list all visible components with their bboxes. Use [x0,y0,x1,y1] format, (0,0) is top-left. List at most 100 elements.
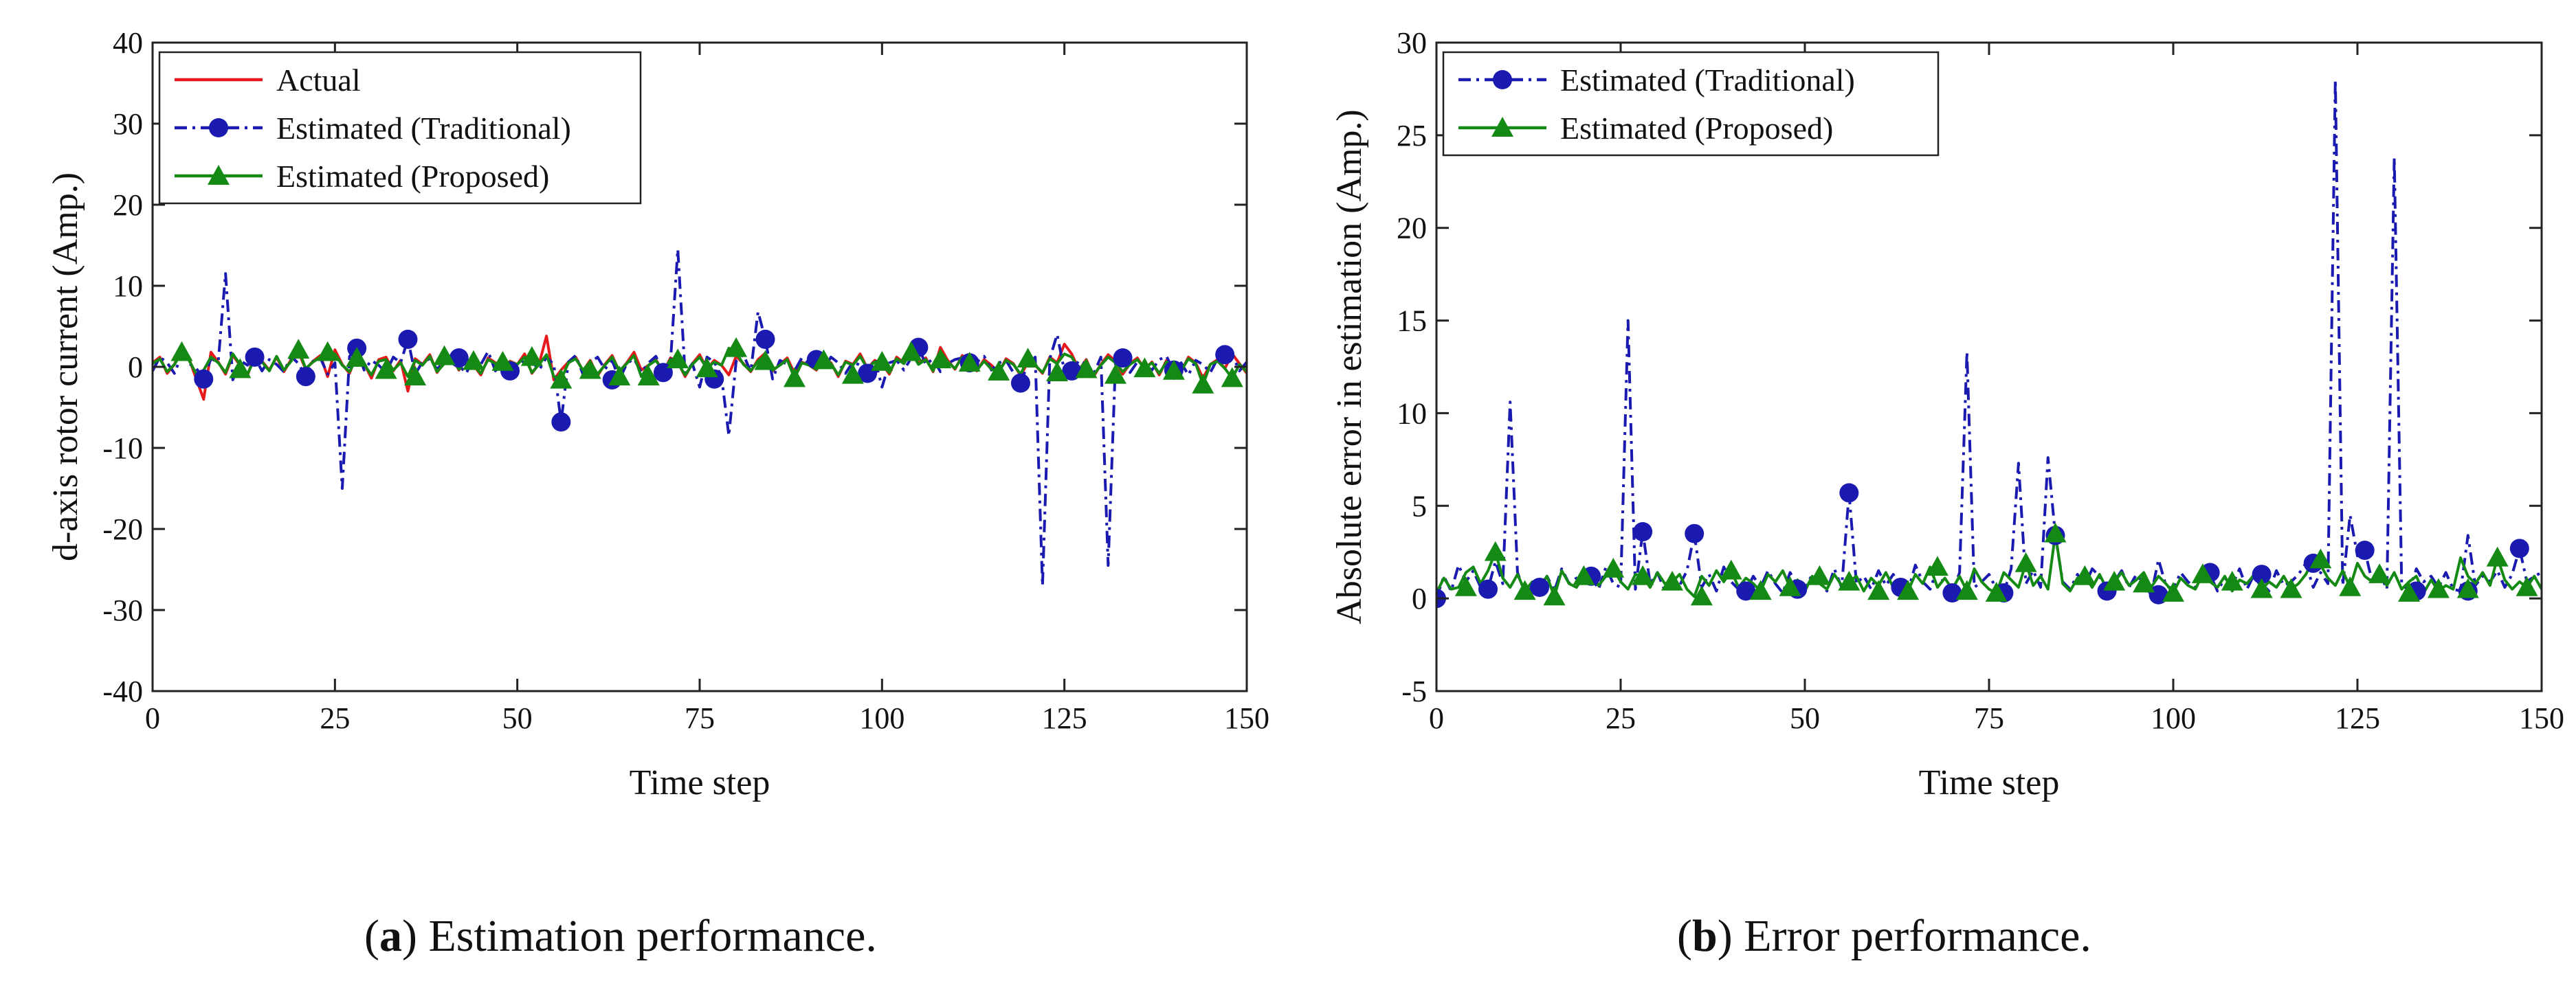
chart-a-marker-traditional-18 [1113,348,1133,368]
chart-a-legend-marker-1 [209,118,228,137]
chart-b-marker-proposed-3 [1543,585,1566,606]
chart-b-series-line-1 [1436,532,2542,598]
chart-b-marker-proposed-19 [2014,552,2037,572]
chart-b-marker-traditional-8 [1839,483,1859,503]
chart-b-marker-proposed-15 [1897,580,1920,600]
caption-a-text: Estimation performance. [417,911,877,961]
chart-a-marker-proposed-25 [958,352,981,372]
chart-b-marker-proposed-18 [1985,582,2008,602]
chart-b-xtick-label-4: 100 [2151,701,2196,735]
chart-b-series-group [1436,78,2542,609]
chart-a-marker-proposed-6 [404,365,427,385]
chart-a-xtick-label-4: 100 [859,701,904,735]
chart-b-ytick-label-1: 0 [1412,582,1427,616]
chart-b-marker-proposed-16 [1926,556,1948,576]
chart-a-marker-proposed-9 [491,350,514,371]
chart-a-xtick-label-5: 125 [1042,701,1087,735]
chart-a-marker-traditional-13 [858,363,878,383]
chart-a-legend-box [158,51,642,205]
chart-a-marker-proposed-17 [725,337,748,357]
chart-a-marker-proposed-7 [433,345,456,365]
caption-b-text: Error performance. [1732,911,2091,961]
chart-a-marker-traditional-7 [551,412,571,432]
chart-a-ytick-label-6: 20 [113,188,143,222]
chart-a-marker-proposed-5 [375,359,397,379]
chart-b-ytick-label-6: 25 [1397,119,1427,153]
caption-a-letter: a [379,911,402,961]
chart-b-ytick-label-0: -5 [1401,675,1427,708]
chart-a-marker-proposed-33 [1192,373,1214,394]
chart-b-ytick-label-5: 20 [1397,212,1427,245]
chart-a-ytick-label-4: 0 [128,350,143,384]
chart-a: 0 25 50 75 100 125 150 -40 -30 -20 -10 0 10 20 30 40 Tim… [46,26,1269,802]
chart-a-marker-traditional-0 [194,369,214,389]
caption-b: (b) Error performance. [1677,911,2091,961]
chart-a-xtick-label-6: 150 [1224,701,1269,735]
chart-b-marker-proposed-0 [1454,576,1477,596]
chart-b-marker-proposed-26 [2221,570,2243,591]
chart-b-ytick-label-4: 15 [1397,304,1427,338]
chart-b-marker-proposed-20 [2044,522,2067,543]
chart-a-xtick-label-1: 25 [320,701,350,735]
chart-b-marker-proposed-1 [1484,541,1507,561]
chart-a-xtick-label-0: 0 [145,701,160,735]
chart-a-legend-marker-2 [208,165,230,185]
chart-a-x-axis-title: Time step [630,763,770,802]
chart-b-legend-label-0: Estimated (Traditional) [1560,63,1855,98]
chart-b-marker-traditional-16 [2252,565,2272,585]
caption-b-letter: b [1691,911,1718,961]
chart-a-y-axis-title: d-axis rotor current (Amp.) [46,172,85,561]
chart-a-marker-proposed-23 [900,341,922,361]
chart-a-marker-traditional-2 [296,367,315,387]
chart-b-marker-traditional-4 [1633,522,1653,542]
chart-b-marker-proposed-32 [2398,582,2421,602]
chart-b-legend-label-1: Estimated (Proposed) [1560,111,1833,146]
chart-b-marker-proposed-27 [2250,578,2273,598]
chart-a-series-line-1 [153,247,1247,587]
chart-a-marker-proposed-27 [1017,348,1039,368]
chart-b-marker-proposed-29 [2309,548,2332,569]
chart-a-marker-proposed-15 [667,348,689,369]
chart-a-series-line-0 [153,335,1247,401]
chart-b-marker-proposed-31 [2368,563,2391,583]
chart-b-marker-proposed-2 [1513,580,1536,600]
chart-a-xtick-label-2: 50 [502,701,533,735]
chart-b-marker-proposed-28 [2280,578,2302,598]
chart-b-legend-marker-0 [1493,70,1512,89]
chart-a-marker-proposed-29 [1075,358,1098,379]
chart-b-marker-proposed-13 [1838,570,1861,591]
chart-b-xtick-label-2: 50 [1790,701,1820,735]
chart-b-marker-proposed-24 [2162,582,2184,602]
chart-a-marker-traditional-20 [1215,345,1235,365]
chart-b-marker-traditional-6 [1736,581,1756,601]
chart-b-marker-traditional-5 [1685,523,1705,543]
chart-a-marker-proposed-14 [637,365,660,385]
chart-b-marker-proposed-11 [1779,576,1801,596]
chart-b-marker-proposed-35 [2486,546,2509,567]
chart-b-xtick-label-1: 25 [1606,701,1636,735]
chart-a-marker-proposed-12 [579,359,601,379]
chart-b-legend-box [1442,51,1940,157]
chart-b-x-axis-title: Time step [1919,763,2060,802]
chart-a-ytick-label-8: 40 [113,26,143,60]
chart-b-marker-proposed-25 [2191,563,2214,583]
chart-a-ytick-label-5: 10 [113,269,143,303]
chart-b-marker-proposed-17 [1955,580,1978,600]
chart-b-marker-proposed-14 [1867,580,1890,600]
chart-b-ytick-label-3: 10 [1397,396,1427,430]
chart-b-xtick-label-3: 75 [1974,701,2004,735]
chart-b-marker-proposed-6 [1632,565,1654,585]
chart-a-ytick-label-2: -20 [102,512,143,546]
chart-b-marker-proposed-7 [1661,570,1684,591]
chart-b-marker-proposed-5 [1602,557,1625,578]
chart-a-marker-proposed-21 [841,363,864,384]
chart-b-marker-proposed-4 [1573,565,1595,585]
chart-a-marker-traditional-11 [755,329,775,349]
chart-b-marker-proposed-10 [1749,580,1772,600]
chart-a-legend-label-2: Estimated (Proposed) [276,159,549,194]
chart-a-marker-proposed-20 [812,349,835,370]
chart-a-marker-proposed-32 [1162,359,1185,380]
chart-b-series-line-0 [1436,78,2542,599]
